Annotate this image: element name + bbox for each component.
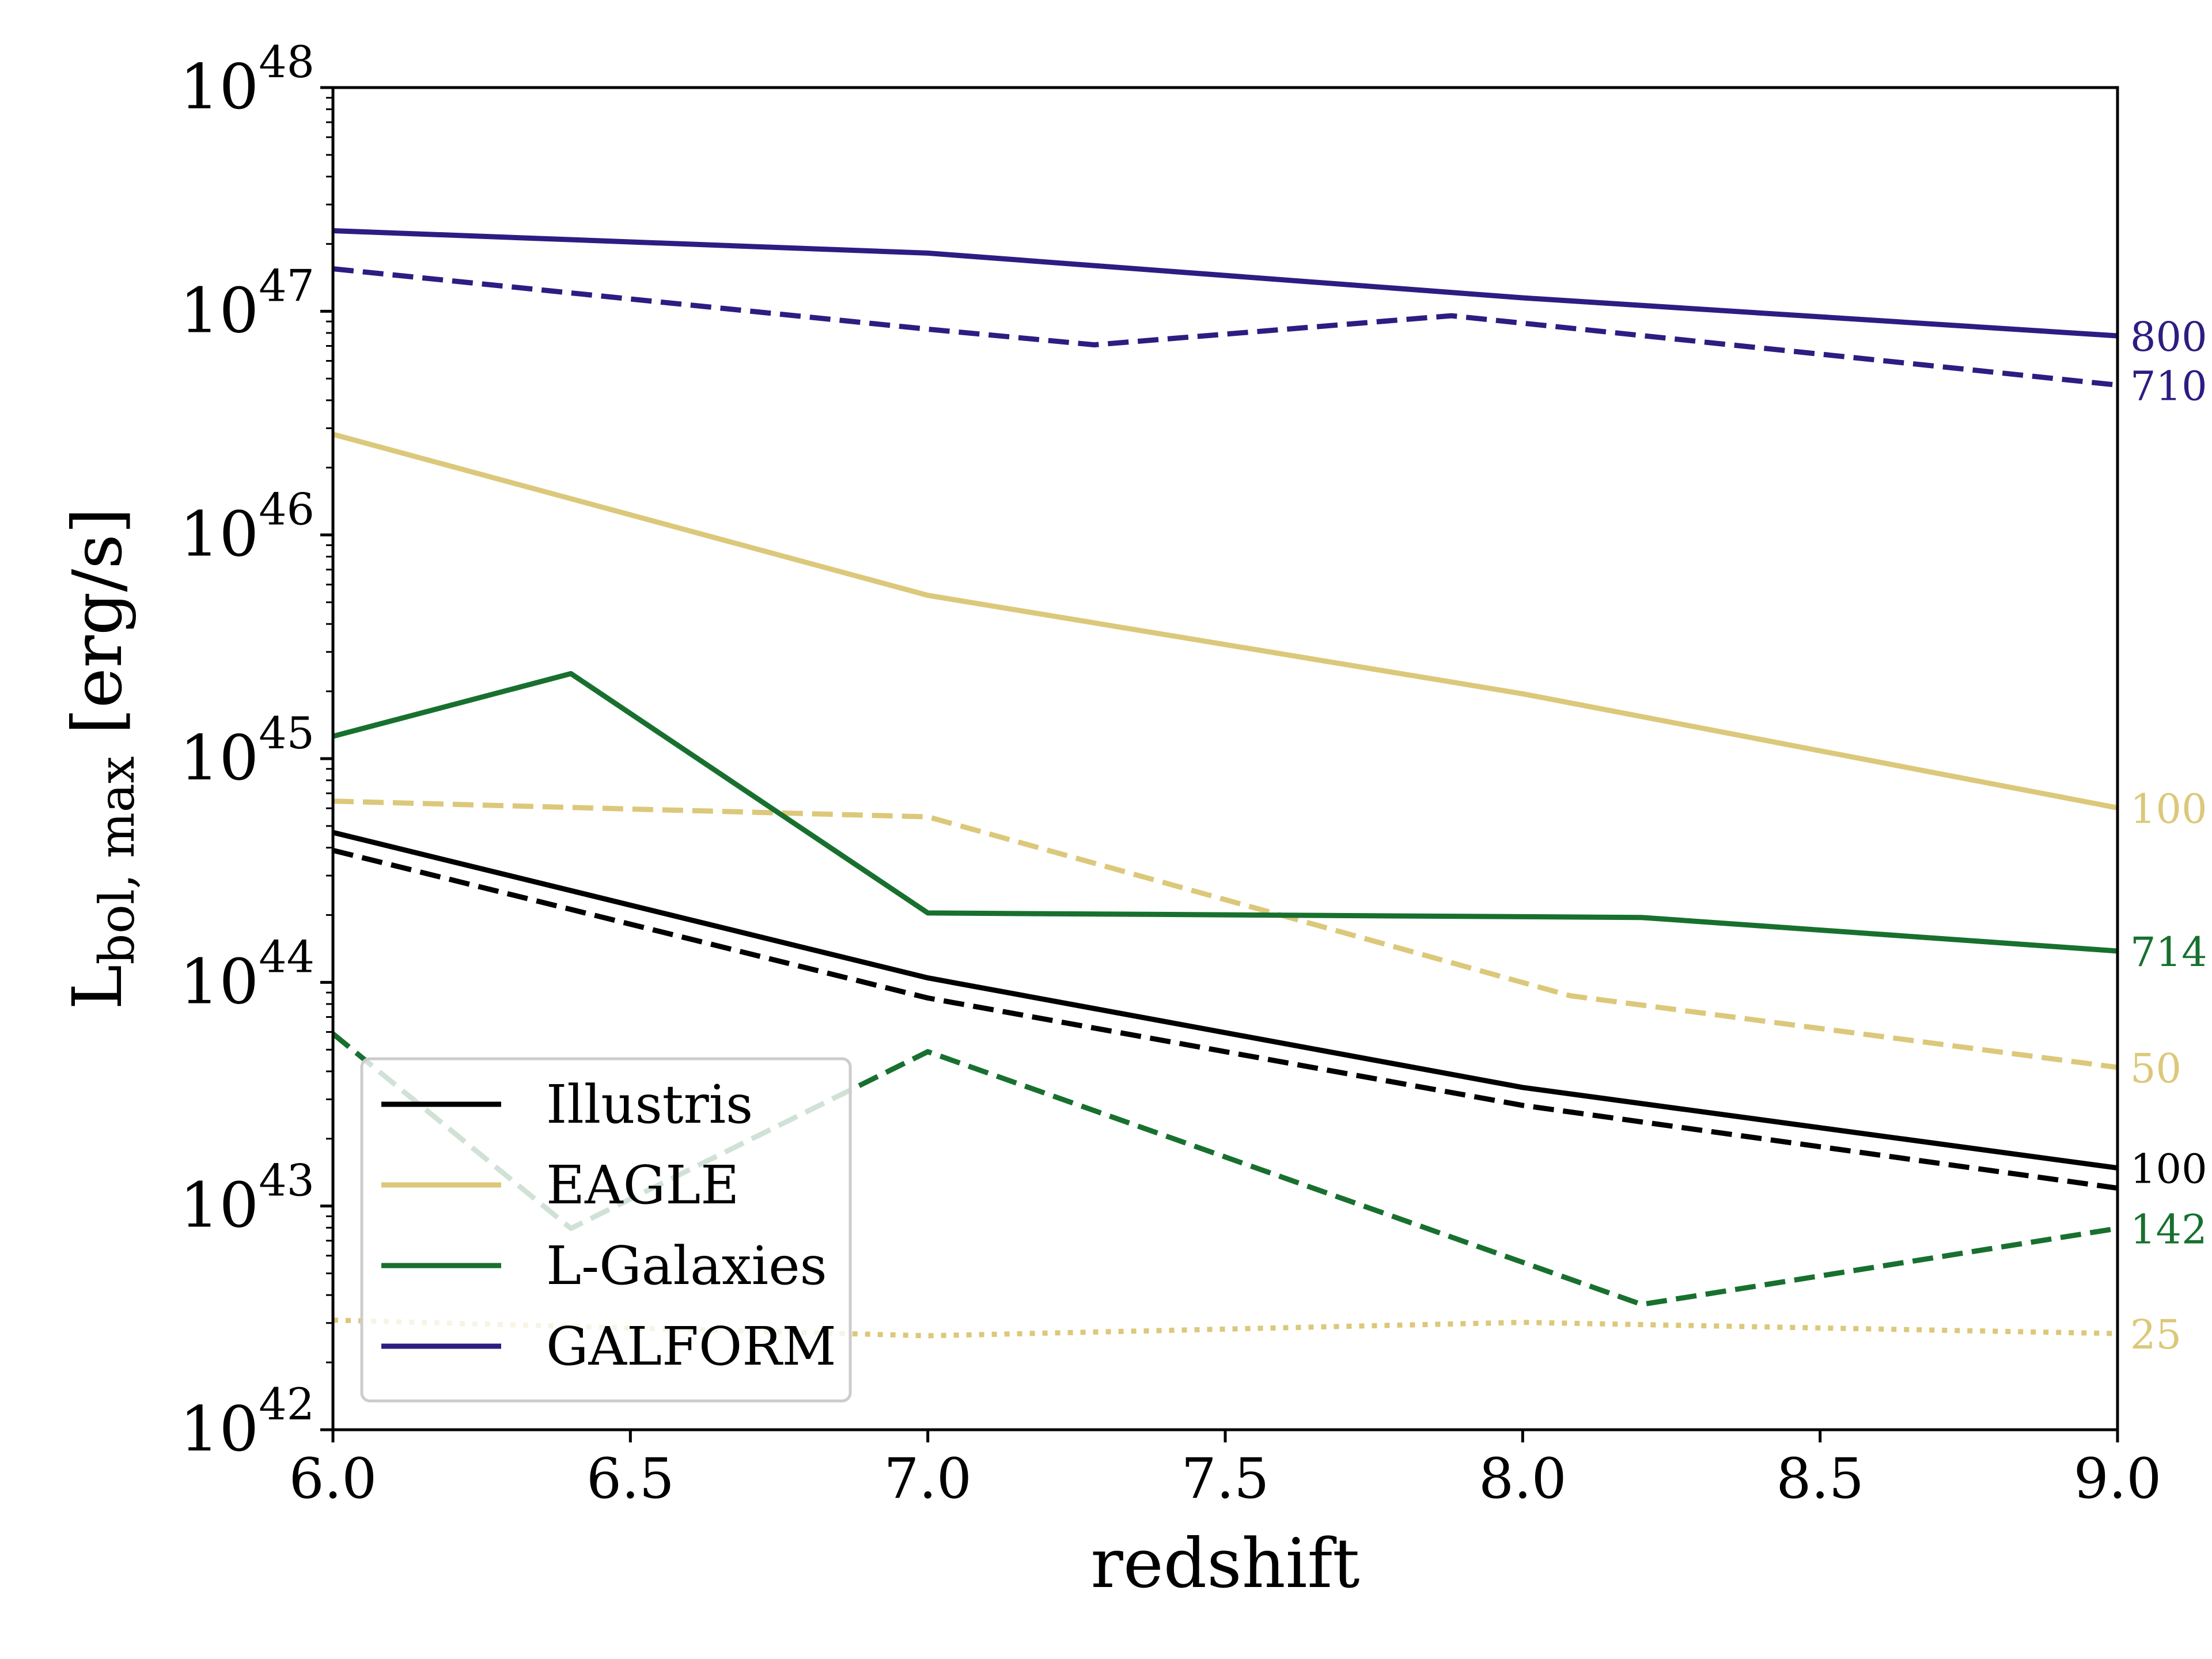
series-l-galaxies-dashed — [331, 1032, 2118, 1307]
y-tick-label-base: 10 — [180, 275, 259, 347]
y-tick-label: 1042 — [180, 1378, 315, 1465]
y-tick-label: 1048 — [180, 36, 315, 123]
box-label-l-galaxies-142: 142 — [2130, 1206, 2207, 1253]
y-tick-label-exponent: 46 — [259, 484, 315, 535]
x-tick-label: 7.5 — [1181, 1446, 1270, 1511]
legend-box — [360, 1057, 852, 1403]
x-axis-label: redshift — [1090, 1524, 1359, 1603]
series-l-galaxies-solid — [332, 671, 2118, 954]
y-tick-label-base: 10 — [180, 722, 259, 794]
legend-label-eagle: EAGLE — [546, 1154, 739, 1216]
y-tick-label-base: 10 — [180, 499, 259, 571]
legend: Illustris EAGLE L-Galaxies GALFORM — [360, 1057, 852, 1403]
x-tick-label: 7.0 — [884, 1446, 972, 1511]
y-axis-label-subscript: bol, max — [89, 756, 145, 965]
y-tick-label-exponent: 47 — [259, 260, 315, 311]
y-tick-label-base: 10 — [180, 1170, 259, 1242]
x-tick-label: 8.0 — [1479, 1446, 1567, 1511]
series-eagle-solid — [332, 431, 2118, 810]
y-tick-label-exponent: 45 — [259, 707, 315, 759]
y-tick-label-base: 10 — [180, 1393, 259, 1465]
y-tick-label: 1044 — [180, 931, 315, 1018]
y-tick-label-exponent: 42 — [259, 1378, 315, 1430]
box-label-galform-800: 800 — [2130, 313, 2207, 361]
x-tick-label: 6.0 — [289, 1446, 377, 1511]
y-tick-label: 1046 — [180, 484, 315, 571]
legend-label-illustris: Illustris — [546, 1074, 753, 1135]
box-label-galform-710: 710 — [2130, 362, 2207, 410]
legend-label-l-galaxies: L-Galaxies — [546, 1235, 827, 1297]
x-axis: 6.0 6.5 7.0 7.5 8.0 8.5 9.0 — [289, 1430, 2162, 1511]
y-tick-label: 1043 — [180, 1155, 315, 1242]
y-axis-label-base: L — [58, 965, 137, 1010]
box-label-eagle-100: 100 — [2130, 785, 2207, 832]
series-eagle-dotted — [332, 1317, 2118, 1339]
series-illustris-dashed — [332, 847, 2118, 1191]
y-tick-label: 1047 — [180, 260, 315, 347]
y-tick-label: 1045 — [180, 707, 315, 794]
series-galform-solid — [332, 228, 2118, 339]
y-axis-label-unit: [erg/s] — [58, 507, 137, 756]
y-tick-label-exponent: 44 — [259, 931, 315, 982]
x-tick-label: 9.0 — [2074, 1446, 2162, 1511]
box-label-eagle-50: 50 — [2130, 1045, 2181, 1092]
box-label-l-galaxies-714: 714 — [2130, 929, 2207, 976]
y-tick-label-base: 10 — [180, 51, 259, 123]
box-label-eagle-25: 25 — [2130, 1311, 2181, 1358]
x-tick-label: 6.5 — [586, 1446, 675, 1511]
series-illustris-solid — [332, 830, 2118, 1171]
series-galform-dashed — [332, 266, 2118, 388]
legend-label-galform: GALFORM — [546, 1316, 836, 1377]
y-tick-label-exponent: 43 — [259, 1155, 315, 1206]
y-tick-label-exponent: 48 — [259, 36, 315, 88]
box-label-illustris-100: 100 — [2130, 1146, 2207, 1193]
series-eagle-dashed — [332, 798, 2118, 1070]
y-axis-label: Lbol, max [erg/s] — [58, 507, 145, 1010]
series-layer — [331, 228, 2118, 1339]
y-tick-label-base: 10 — [180, 946, 259, 1018]
x-tick-label: 8.5 — [1776, 1446, 1864, 1511]
